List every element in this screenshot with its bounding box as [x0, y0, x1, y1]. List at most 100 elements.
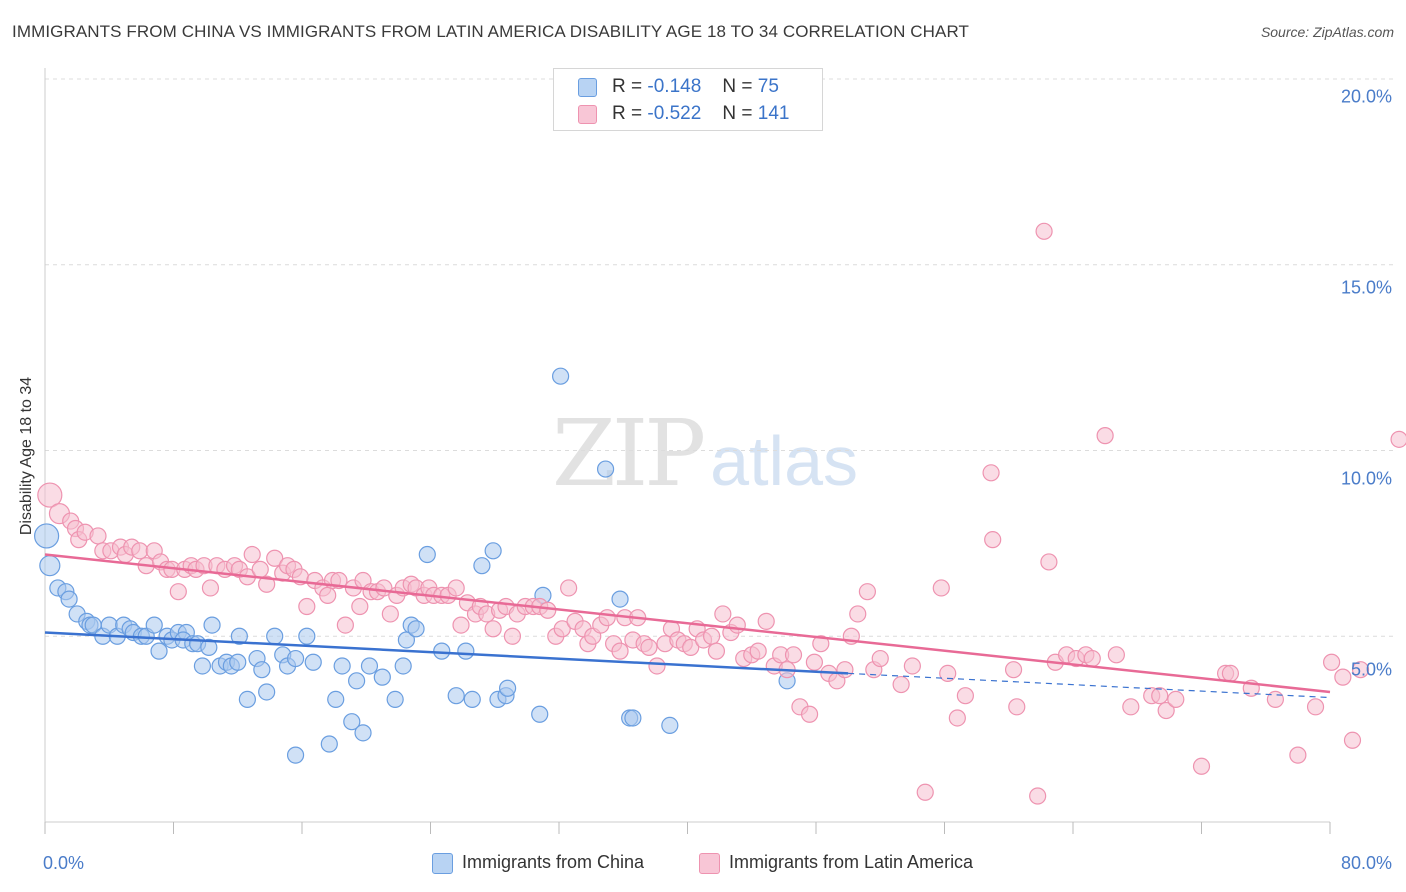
latin-point [351, 597, 369, 616]
latin-point [1323, 653, 1341, 671]
n-label: N = [722, 103, 753, 124]
latin-point [640, 638, 658, 656]
latin-point [728, 616, 746, 634]
latin-point [784, 646, 803, 664]
latin-point [1306, 698, 1325, 716]
china-point [596, 460, 615, 478]
china-legend-label: Immigrants from China [462, 852, 645, 872]
latin-point [916, 783, 934, 801]
latin-point [1122, 698, 1140, 716]
china-point [484, 542, 502, 560]
watermark-atlas: atlas [710, 422, 859, 500]
china-point [447, 687, 465, 705]
china-point [193, 657, 212, 675]
latin-point [201, 579, 220, 597]
latin-point [903, 657, 921, 675]
china-point [624, 709, 642, 727]
watermark: ZIP atlas [552, 400, 858, 507]
china-point [238, 690, 256, 709]
y-tick-label: 15.0% [1340, 277, 1392, 298]
latin-point [131, 542, 149, 560]
watermark-zip: ZIP [552, 400, 706, 507]
legend-text-latin: R = -0.522 N = 141 [612, 103, 789, 125]
latin-point [1289, 746, 1307, 764]
china-point [473, 557, 491, 575]
latin-n-value: 141 [757, 103, 790, 124]
china-point [354, 724, 372, 742]
china-trend-line [44, 631, 849, 675]
latin-trend-line [44, 553, 1331, 694]
latin-point [1266, 690, 1284, 709]
latin-series [37, 222, 1406, 805]
source-label[interactable]: Source: ZipAtlas.com [1260, 24, 1394, 40]
latin-point [169, 583, 187, 601]
china-point [150, 642, 168, 660]
latin-point [714, 605, 732, 623]
latin-point [1221, 664, 1240, 683]
chart-title: IMMIGRANTS FROM CHINA VS IMMIGRANTS FROM… [12, 22, 970, 41]
china-point [333, 657, 351, 675]
china-point [230, 627, 248, 645]
y-tick-label: 20.0% [1340, 86, 1392, 107]
china-point [394, 657, 412, 675]
latin-point [1167, 690, 1185, 709]
latin-point [447, 579, 465, 597]
china-point [200, 638, 218, 656]
n-label: N = [722, 76, 753, 97]
x-tick-label-min: 0.0% [43, 853, 85, 873]
latin-point [702, 627, 721, 645]
china-point [145, 616, 163, 634]
latin-point [1096, 427, 1114, 445]
china-point [229, 653, 247, 671]
china-r-value: -0.148 [647, 76, 702, 97]
china-point [304, 653, 322, 671]
china-point [258, 683, 276, 701]
latin-point [37, 482, 63, 508]
latin-point [560, 579, 578, 597]
china-point [463, 690, 481, 709]
latin-point [1035, 222, 1053, 240]
china-series [34, 367, 796, 764]
china-point [457, 642, 475, 660]
latin-point [805, 653, 823, 671]
latin-point [553, 620, 571, 638]
latin-point [1008, 698, 1026, 716]
latin-swatch [699, 853, 720, 874]
china-point [499, 679, 517, 697]
stats-legend: R = -0.148 N = 75 R = -0.522 N = 141 [553, 68, 823, 131]
china-swatch [432, 853, 453, 874]
latin-point [939, 664, 957, 683]
latin-point [266, 549, 284, 567]
latin-point [298, 597, 316, 616]
latin-point [503, 627, 522, 645]
latin-point [892, 675, 910, 694]
latin-point [812, 635, 830, 653]
latin-point [682, 638, 700, 656]
china-point [386, 690, 404, 709]
latin-point [648, 657, 666, 675]
latin-point [871, 649, 889, 668]
latin-point [1157, 701, 1175, 720]
x-tick-label-max: 80.0% [1340, 853, 1392, 873]
latin-point [89, 527, 107, 545]
china-point [552, 367, 570, 385]
latin-point [1083, 649, 1101, 668]
china-point [266, 627, 284, 645]
trend-lines [44, 553, 1331, 699]
china-point [320, 735, 338, 753]
y-tick-label: 5.0% [1350, 659, 1392, 680]
china-point [418, 545, 436, 564]
latin-r-value: -0.522 [647, 103, 702, 124]
china-point [343, 713, 361, 731]
r-label: R = [612, 76, 643, 97]
china-n-value: 75 [757, 76, 779, 97]
latin-swatch [578, 105, 597, 124]
china-point [327, 690, 345, 709]
china-point [433, 642, 451, 660]
latin-point [251, 560, 269, 578]
latin-point [1040, 553, 1058, 571]
latin-point [1192, 757, 1211, 775]
r-label: R = [612, 103, 643, 124]
china-point [348, 672, 366, 690]
latin-point [381, 605, 399, 623]
